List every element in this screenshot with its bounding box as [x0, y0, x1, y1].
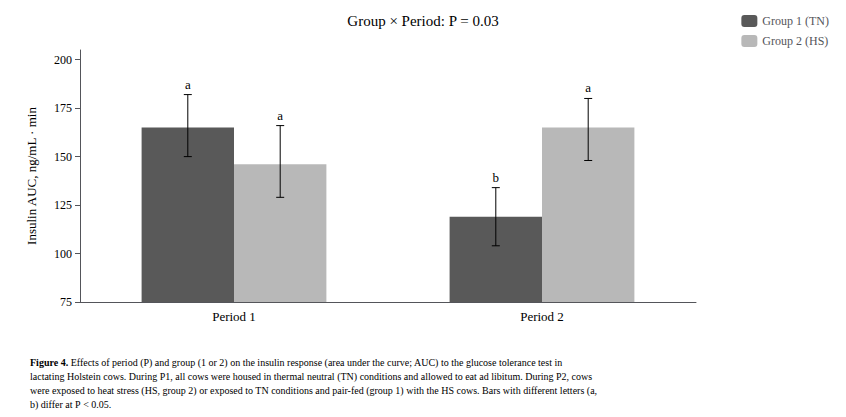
svg-text:b: b [493, 170, 500, 185]
svg-text:Group × Period: P = 0.03: Group × Period: P = 0.03 [347, 13, 498, 29]
svg-text:Period 1: Period 1 [212, 309, 256, 324]
svg-text:200: 200 [54, 53, 72, 67]
svg-text:Group 1 (TN): Group 1 (TN) [762, 14, 829, 28]
svg-text:175: 175 [54, 101, 72, 115]
svg-text:a: a [277, 108, 283, 123]
svg-text:Figure 4.: Figure 4. [30, 357, 69, 368]
svg-text:150: 150 [54, 150, 72, 164]
svg-text:Insulin AUC, ng/mL · min: Insulin AUC, ng/mL · min [24, 107, 39, 245]
svg-text:Effects of period (P) and grou: Effects of period (P) and group (1 or 2)… [68, 357, 562, 369]
svg-text:Group 2 (HS): Group 2 (HS) [762, 34, 828, 48]
svg-text:75: 75 [60, 295, 72, 309]
svg-text:100: 100 [54, 247, 72, 261]
svg-text:lactating Holstein cows. Durin: lactating Holstein cows. During P1, all … [30, 371, 592, 383]
svg-text:a: a [585, 80, 591, 95]
svg-text:125: 125 [54, 198, 72, 212]
svg-text:a: a [185, 77, 191, 92]
svg-text:were exposed to heat stress (H: were exposed to heat stress (HS, group 2… [30, 385, 597, 397]
svg-text:b) differ at Ρ < 0.05.: b) differ at Ρ < 0.05. [30, 399, 111, 411]
svg-text:Period 2: Period 2 [520, 309, 564, 324]
